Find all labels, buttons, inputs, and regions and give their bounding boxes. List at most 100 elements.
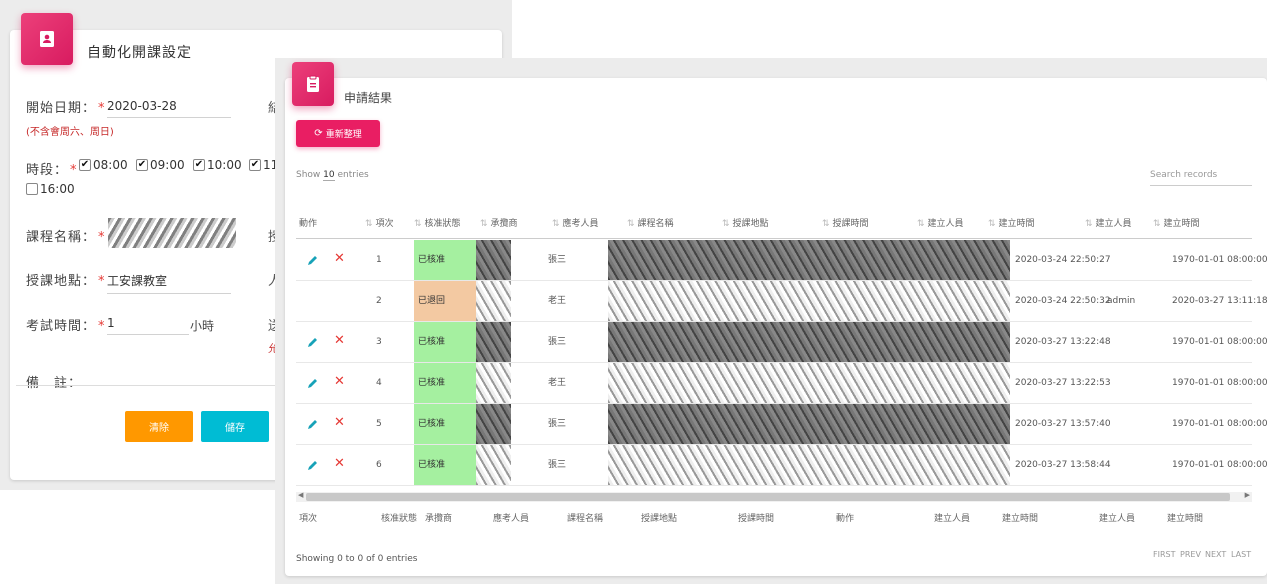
- row-created-at: 2020-03-27 13:22:48: [1015, 337, 1111, 347]
- row-created-at-2: 1970-01-01 08:00:00: [1172, 419, 1267, 429]
- location-input[interactable]: 工安課教室: [107, 272, 231, 294]
- footer-col-creator-2: 建立人員: [1099, 514, 1136, 524]
- col-header-contractor[interactable]: ⇅ 承攬商: [480, 219, 518, 229]
- col-header-actions: 動作: [299, 219, 318, 229]
- pager-next[interactable]: NEXT: [1205, 550, 1227, 559]
- table-row: ✕ 5 已核准 張三 2020-03-27 13:57:40 1970-01-0…: [296, 404, 1267, 445]
- search-input[interactable]: Search records: [1150, 170, 1252, 186]
- redacted-contractor: [476, 445, 511, 485]
- sort-icon: ⇅: [480, 219, 488, 229]
- sort-icon: ⇅: [1085, 219, 1093, 229]
- page-length-select[interactable]: 10: [323, 170, 335, 181]
- exam-time-label: 考試時間： *: [26, 319, 106, 334]
- period-checkbox-0800[interactable]: ✔ 08:00: [79, 158, 128, 172]
- checkbox-icon: [26, 183, 38, 195]
- col-header-created-at-2[interactable]: ⇅ 建立時間: [1153, 219, 1200, 229]
- period-checkbox-1000[interactable]: ✔ 10:00: [193, 158, 242, 172]
- col-header-creator-2[interactable]: ⇅ 建立人員: [1085, 219, 1132, 229]
- redacted-course-info: [608, 445, 1010, 485]
- close-icon[interactable]: ✕: [334, 456, 345, 471]
- pencil-icon[interactable]: [306, 417, 320, 431]
- row-examinee: 老王: [548, 378, 567, 388]
- row-created-at-2: 1970-01-01 08:00:00: [1172, 460, 1267, 470]
- row-examinee: 老王: [548, 296, 567, 306]
- footer-col-creator: 建立人員: [934, 514, 971, 524]
- sort-icon: ⇅: [552, 219, 560, 229]
- refresh-button[interactable]: ⟳ 重新整理: [296, 120, 380, 147]
- pencil-icon[interactable]: [306, 458, 320, 472]
- sort-icon: ⇅: [365, 219, 373, 229]
- save-button[interactable]: 儲存: [201, 411, 269, 442]
- periods-label: 時段： *: [26, 163, 78, 178]
- checkbox-icon: ✔: [193, 159, 205, 171]
- footer-col-course: 課程名稱: [567, 514, 604, 524]
- col-header-status[interactable]: ⇅ 核准狀態: [414, 219, 461, 229]
- scrollbar-thumb[interactable]: [306, 493, 1230, 501]
- pencil-icon[interactable]: [306, 253, 320, 267]
- pencil-icon[interactable]: [306, 335, 320, 349]
- status-badge: 已核准: [414, 363, 476, 403]
- exam-time-input[interactable]: 1: [107, 316, 189, 335]
- pager-prev[interactable]: PREV: [1180, 550, 1201, 559]
- contacts-icon: [21, 13, 73, 65]
- row-created-at: 2020-03-24 22:50:32: [1015, 296, 1111, 306]
- page-length-control[interactable]: Show 10 entries: [296, 170, 369, 181]
- close-icon[interactable]: ✕: [334, 333, 345, 348]
- course-name-input[interactable]: [108, 218, 236, 248]
- table-row: ✕ 6 已核准 張三 2020-03-27 13:58:44 1970-01-0…: [296, 445, 1267, 486]
- sort-icon: ⇅: [627, 219, 635, 229]
- row-index: 3: [376, 337, 382, 347]
- row-created-at-2: 2020-03-27 13:11:18: [1172, 296, 1267, 306]
- col-header-created-at[interactable]: ⇅ 建立時間: [988, 219, 1035, 229]
- period-checkbox-1600[interactable]: 16:00: [26, 182, 75, 196]
- row-created-at: 2020-03-27 13:22:53: [1015, 378, 1111, 388]
- col-header-index[interactable]: ⇅ 項次: [365, 219, 394, 229]
- table-info: Showing 0 to 0 of 0 entries: [296, 554, 418, 564]
- table-row: ✕ 4 已核准 老王 2020-03-27 13:22:53 1970-01-0…: [296, 363, 1267, 404]
- table-header-divider: [296, 238, 1252, 239]
- row-created-at-2: 1970-01-01 08:00:00: [1172, 378, 1267, 388]
- pager-first[interactable]: FIRST: [1153, 550, 1176, 559]
- footer-col-actions: 動作: [836, 514, 855, 524]
- sort-icon: ⇅: [722, 219, 730, 229]
- row-creator-2: admin: [1107, 296, 1136, 306]
- footer-col-contractor: 承攬商: [425, 514, 453, 524]
- footer-col-status: 核准狀態: [381, 514, 418, 524]
- close-icon[interactable]: ✕: [334, 374, 345, 389]
- row-index: 6: [376, 460, 382, 470]
- row-created-at: 2020-03-27 13:58:44: [1015, 460, 1111, 470]
- footer-col-examinee: 應考人員: [493, 514, 530, 524]
- period-checkbox-0900[interactable]: ✔ 09:00: [136, 158, 185, 172]
- col-header-course[interactable]: ⇅ 課程名稱: [627, 219, 674, 229]
- scroll-left-icon[interactable]: ◀: [298, 491, 304, 499]
- footer-col-time: 授課時間: [738, 514, 775, 524]
- refresh-icon: ⟳: [314, 128, 323, 139]
- row-created-at: 2020-03-27 13:57:40: [1015, 419, 1111, 429]
- checkbox-icon: ✔: [249, 159, 261, 171]
- col-header-creator[interactable]: ⇅ 建立人員: [917, 219, 964, 229]
- row-created-at: 2020-03-24 22:50:27: [1015, 255, 1111, 265]
- period-checkbox-1100[interactable]: ✔ 11: [249, 158, 279, 172]
- redacted-course-info: [608, 404, 1010, 444]
- close-icon[interactable]: ✕: [334, 251, 345, 266]
- footer-col-location: 授課地點: [641, 514, 678, 524]
- close-icon[interactable]: ✕: [334, 415, 345, 430]
- start-date-input[interactable]: 2020-03-28: [107, 99, 231, 118]
- redacted-course-info: [608, 322, 1010, 362]
- clear-button[interactable]: 清除: [125, 411, 193, 442]
- row-examinee: 張三: [548, 255, 567, 265]
- scroll-right-icon[interactable]: ▶: [1244, 491, 1250, 499]
- col-header-location[interactable]: ⇅ 授課地點: [722, 219, 769, 229]
- pencil-icon[interactable]: [306, 376, 320, 390]
- redacted-course-info: [608, 363, 1010, 403]
- form-title: 自動化開課設定: [87, 45, 192, 61]
- table-row: ✕ 3 已核准 張三 2020-03-27 13:22:48 1970-01-0…: [296, 322, 1267, 363]
- horizontal-scrollbar[interactable]: ◀ ▶: [296, 491, 1252, 502]
- col-header-time[interactable]: ⇅ 授課時間: [822, 219, 869, 229]
- pager-last[interactable]: LAST: [1231, 550, 1252, 559]
- footer-col-created-at: 建立時間: [1002, 514, 1039, 524]
- table-row: 2 已退回 老王 2020-03-24 22:50:32 admin 2020-…: [296, 281, 1267, 322]
- col-header-examinee[interactable]: ⇅ 應考人員: [552, 219, 599, 229]
- checkbox-icon: ✔: [79, 159, 91, 171]
- footer-col-created-at-2: 建立時間: [1167, 514, 1204, 524]
